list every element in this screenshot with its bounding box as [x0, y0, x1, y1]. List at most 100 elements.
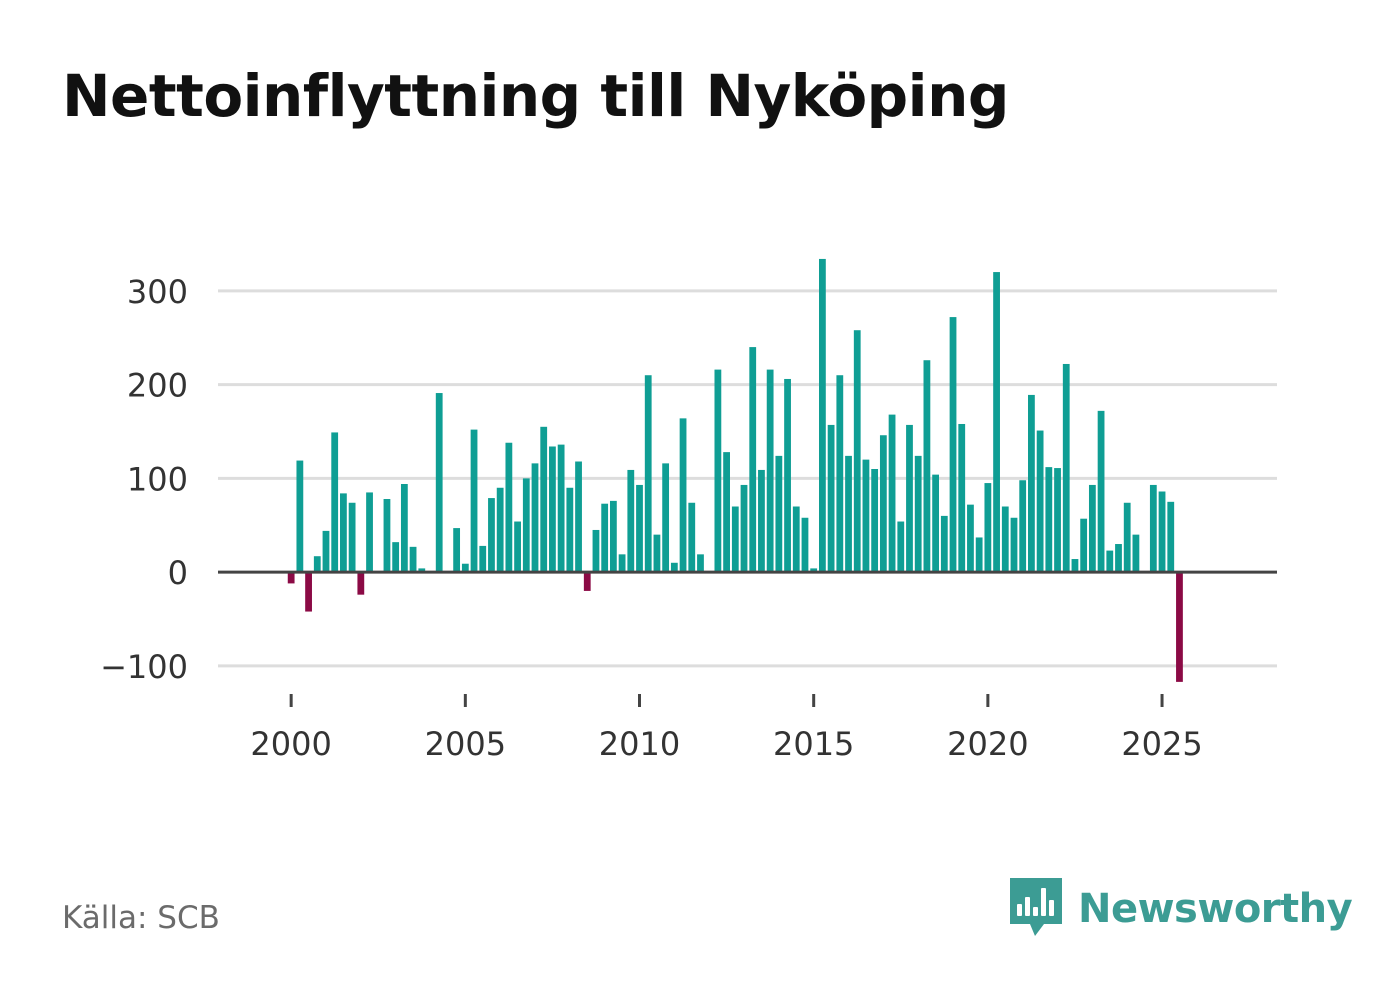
bar	[357, 572, 365, 595]
bar	[400, 484, 408, 573]
bar	[975, 537, 983, 573]
bar	[932, 474, 940, 573]
bar	[1149, 484, 1157, 573]
bar	[540, 426, 548, 573]
bar	[627, 469, 635, 573]
x-tick-label: 2015	[773, 725, 854, 763]
bar	[514, 521, 521, 573]
bar	[392, 542, 400, 573]
bar	[1167, 501, 1175, 573]
bar	[653, 534, 661, 573]
bar	[714, 369, 722, 573]
bar	[592, 529, 600, 573]
chart-title: Nettoinflyttning till Nyköping	[62, 62, 1009, 130]
y-tick-label: 200	[127, 367, 188, 405]
bar	[819, 258, 826, 573]
y-tick-label: 300	[127, 273, 188, 311]
bar	[749, 347, 757, 573]
bars	[287, 258, 1183, 682]
bar	[906, 424, 913, 573]
x-tick-label: 2005	[425, 725, 506, 763]
bar	[1062, 363, 1070, 573]
bar	[758, 469, 765, 573]
bar	[287, 572, 295, 584]
bar	[914, 455, 922, 573]
bar	[479, 545, 487, 573]
bar	[348, 502, 356, 573]
brand-logo: Newsworthy	[1010, 878, 1353, 940]
bar	[609, 500, 617, 573]
bar	[984, 483, 992, 573]
x-tick-label: 2025	[1121, 725, 1202, 763]
bar	[1001, 506, 1009, 573]
bar	[766, 369, 774, 573]
bar	[1088, 484, 1096, 573]
bar	[958, 423, 966, 573]
bar	[1010, 517, 1018, 573]
bar	[366, 492, 373, 573]
bar	[296, 460, 304, 573]
bar	[644, 375, 652, 573]
bar	[305, 572, 312, 612]
bar	[1176, 572, 1183, 682]
bar	[1115, 544, 1122, 573]
bar	[810, 568, 818, 573]
bar	[949, 317, 957, 573]
bar	[1036, 430, 1044, 573]
bar	[801, 517, 809, 573]
bar	[470, 429, 478, 573]
bar	[1028, 394, 1035, 573]
bar	[461, 563, 469, 573]
bar	[1019, 480, 1027, 573]
bar	[313, 556, 321, 573]
bar	[923, 360, 931, 573]
bar	[557, 444, 565, 573]
bar	[601, 503, 609, 573]
bar	[488, 498, 495, 573]
bar	[897, 521, 905, 573]
bar	[827, 424, 835, 573]
bar	[505, 442, 513, 573]
bar	[618, 554, 626, 573]
bar	[522, 478, 530, 573]
bar	[1106, 550, 1114, 573]
bar	[575, 461, 582, 573]
bar	[435, 393, 443, 573]
bar	[409, 546, 417, 573]
bar	[1097, 410, 1105, 573]
bar	[697, 554, 704, 573]
axes: −100 0 100 200 300 2000 2005 2010 2015 2020 2025	[100, 273, 1277, 763]
bar	[583, 572, 591, 591]
bar	[1123, 502, 1131, 573]
bar	[784, 378, 791, 573]
bar	[845, 455, 852, 573]
brand-name: Newsworthy	[1078, 886, 1353, 932]
gridlines	[218, 289, 1277, 668]
y-tick-label: 100	[127, 460, 188, 498]
bar	[1132, 534, 1140, 573]
bar	[775, 455, 783, 573]
y-tick-label: −100	[100, 648, 188, 686]
bar	[636, 484, 643, 573]
newsworthy-chart-bubble-icon	[1010, 878, 1062, 936]
bar	[670, 562, 678, 573]
source-label: Källa: SCB	[62, 900, 220, 936]
bar	[383, 499, 391, 573]
bar	[331, 432, 339, 573]
bar	[792, 506, 800, 573]
bar	[967, 504, 974, 573]
bar	[1045, 467, 1053, 573]
bar	[340, 493, 347, 573]
bar	[862, 459, 870, 573]
bar	[688, 502, 696, 573]
bar	[453, 528, 461, 573]
bar	[853, 330, 861, 573]
bar	[566, 487, 574, 573]
x-tick-label: 2000	[250, 725, 331, 763]
bar	[1071, 559, 1079, 573]
x-tick-label: 2020	[947, 725, 1028, 763]
bar	[836, 375, 844, 573]
bar	[731, 506, 739, 573]
y-tick-label: 0	[168, 554, 188, 592]
